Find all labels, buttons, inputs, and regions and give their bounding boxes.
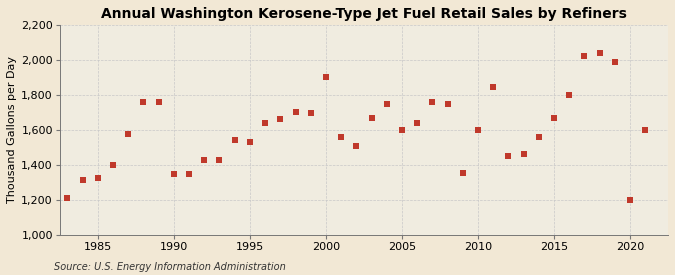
Title: Annual Washington Kerosene-Type Jet Fuel Retail Sales by Refiners: Annual Washington Kerosene-Type Jet Fuel… bbox=[101, 7, 627, 21]
Point bbox=[92, 176, 103, 180]
Point bbox=[472, 128, 483, 132]
Point bbox=[77, 177, 88, 182]
Point bbox=[381, 101, 392, 106]
Point bbox=[199, 158, 210, 163]
Point bbox=[518, 152, 529, 156]
Text: Source: U.S. Energy Information Administration: Source: U.S. Energy Information Administ… bbox=[54, 262, 286, 272]
Point bbox=[594, 51, 605, 55]
Point bbox=[184, 172, 194, 177]
Point bbox=[640, 128, 651, 132]
Point bbox=[564, 93, 574, 97]
Y-axis label: Thousand Gallons per Day: Thousand Gallons per Day bbox=[7, 56, 17, 203]
Point bbox=[549, 115, 560, 120]
Point bbox=[488, 85, 499, 89]
Point bbox=[214, 158, 225, 163]
Point bbox=[610, 59, 620, 64]
Point bbox=[305, 111, 316, 115]
Point bbox=[321, 75, 331, 79]
Point bbox=[396, 128, 407, 132]
Point bbox=[533, 134, 544, 139]
Point bbox=[275, 117, 286, 122]
Point bbox=[107, 163, 118, 167]
Point bbox=[335, 134, 346, 139]
Point bbox=[579, 54, 590, 59]
Point bbox=[62, 196, 73, 201]
Point bbox=[458, 171, 468, 176]
Point bbox=[351, 144, 362, 148]
Point bbox=[138, 100, 149, 104]
Point bbox=[503, 154, 514, 158]
Point bbox=[230, 138, 240, 142]
Point bbox=[412, 120, 423, 125]
Point bbox=[169, 172, 180, 177]
Point bbox=[244, 140, 255, 144]
Point bbox=[123, 132, 134, 136]
Point bbox=[153, 100, 164, 104]
Point bbox=[290, 110, 301, 114]
Point bbox=[366, 115, 377, 120]
Point bbox=[427, 100, 438, 104]
Point bbox=[624, 197, 635, 202]
Point bbox=[260, 120, 271, 125]
Point bbox=[442, 101, 453, 106]
